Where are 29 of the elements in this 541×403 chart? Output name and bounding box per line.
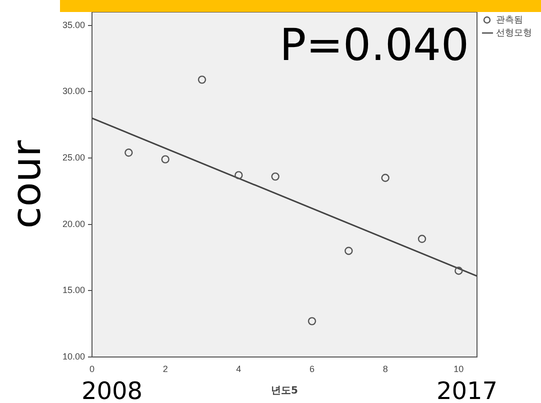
x-tick-label: 0 — [89, 364, 95, 374]
x-tick-label: 8 — [382, 364, 388, 374]
point — [308, 317, 316, 326]
y-tick-label: 10.00 — [62, 351, 85, 362]
point — [344, 246, 353, 255]
point — [161, 155, 170, 164]
point — [381, 174, 390, 182]
point — [418, 234, 426, 244]
annotation: P=0.040 — [280, 20, 469, 71]
y-tick-label: 35.00 — [62, 20, 85, 30]
y-tick-label: 25.00 — [62, 152, 85, 162]
x-axis-title: 년도5 — [271, 386, 298, 397]
point — [198, 76, 206, 84]
x-tick-label: 4 — [236, 364, 242, 374]
y-tick-label: 20.00 — [62, 218, 85, 229]
point — [234, 171, 243, 180]
x-tick-label: 10 — [454, 364, 464, 374]
legend-label: 관측됨 — [496, 15, 523, 26]
y-axis-title: cour — [4, 140, 50, 229]
point — [124, 148, 133, 157]
x-tick-label: 2 — [162, 364, 168, 374]
legend-label: 선형모형 — [496, 28, 532, 38]
text: 2017 — [436, 377, 498, 403]
y-tick-label: 30.00 — [62, 86, 85, 96]
text: 2008 — [81, 377, 143, 403]
point — [454, 266, 463, 275]
point — [271, 172, 280, 181]
y-tick-label: 15.00 — [62, 285, 85, 296]
x-tick-label: 6 — [309, 364, 315, 374]
